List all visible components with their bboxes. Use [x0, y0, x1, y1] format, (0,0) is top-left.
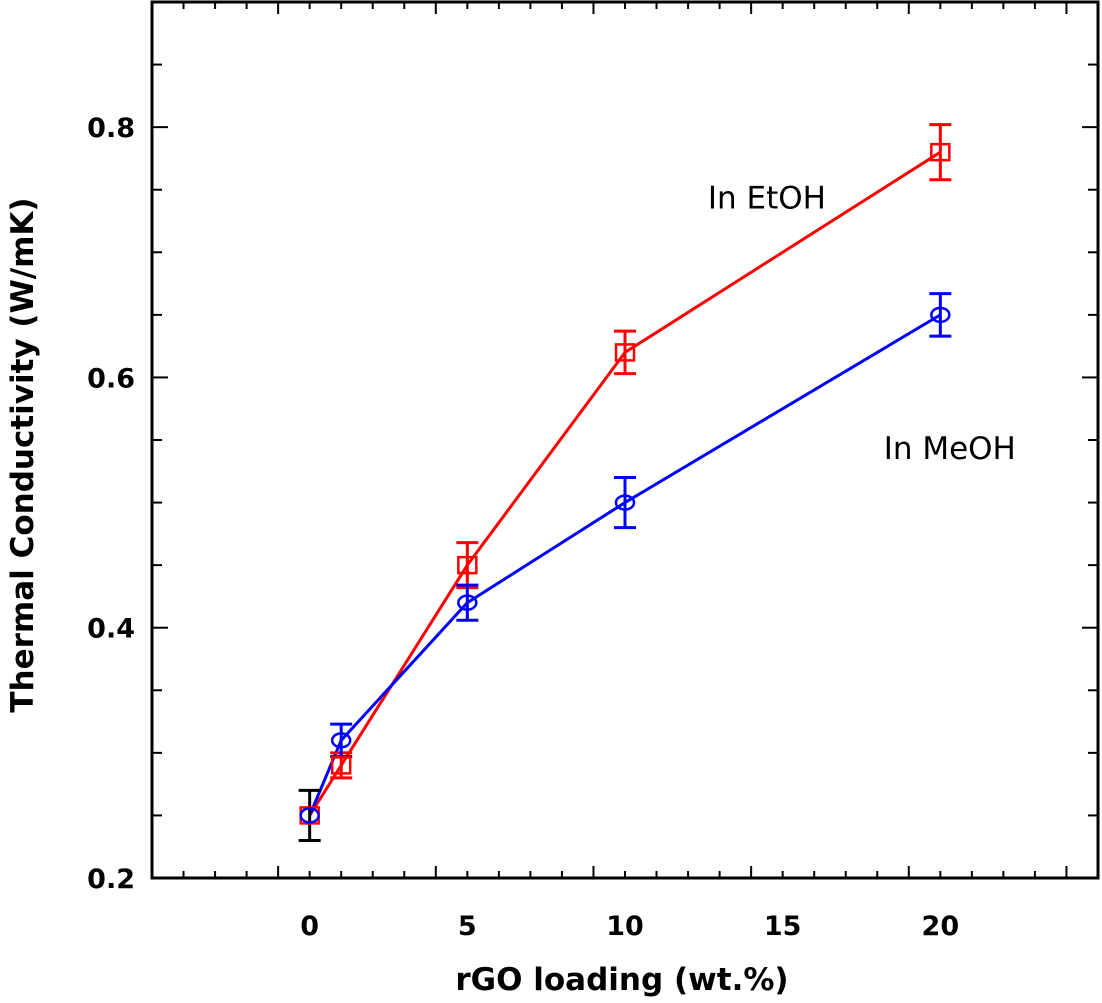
y-tick-label: 0.6 — [87, 363, 135, 394]
tick-labels: 0 5 10 15 20 0.2 0.4 0.6 0.8 — [87, 113, 959, 942]
marker-circle-meoh — [457, 594, 478, 611]
marker-square-etoh — [930, 142, 951, 162]
series-line-meoh — [308, 313, 942, 817]
x-tick-label: 10 — [606, 911, 644, 942]
y-tick-label: 0.2 — [87, 864, 135, 895]
annotation-meoh: In MeOH — [884, 431, 1016, 467]
plot-frame — [150, 0, 1100, 880]
x-tick-label: 5 — [458, 911, 477, 942]
marker-circle-meoh — [930, 306, 951, 324]
annotation-etoh: In EtOH — [708, 180, 826, 216]
y-tick-label: 0.4 — [87, 614, 135, 645]
x-tick-label: 20 — [922, 911, 960, 942]
marker-square-etoh — [614, 343, 636, 362]
y-axis-title: Thermal Conductivity (W/mK) — [5, 197, 41, 712]
marker-circle-meoh — [299, 807, 320, 824]
marker-circle-meoh — [330, 732, 352, 749]
marker-square-etoh — [457, 555, 478, 575]
x-tick-label: 15 — [764, 911, 802, 942]
x-tick-label: 0 — [300, 911, 319, 942]
series-layer — [298, 123, 952, 842]
x-axis-title: rGO loading (wt.%) — [455, 962, 788, 998]
marker-circle-meoh — [614, 494, 636, 511]
marker-square-etoh — [330, 756, 352, 775]
y-tick-label: 0.8 — [87, 113, 135, 144]
